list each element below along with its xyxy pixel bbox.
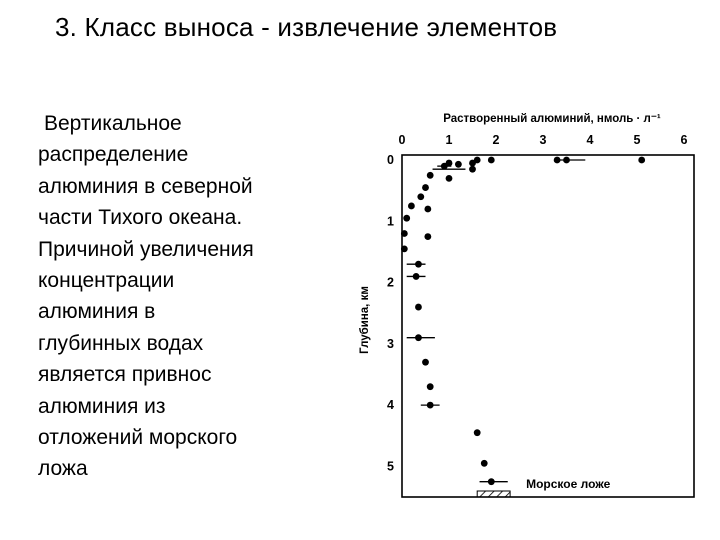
x-tick-label: 3 — [540, 133, 547, 147]
body-line: распределение — [38, 143, 189, 167]
x-axis-label: Растворенный алюминий, нмоль · л⁻¹ — [443, 113, 661, 125]
slide-body-text: Вертикальное распределение алюминия в се… — [38, 108, 348, 485]
data-point — [480, 459, 488, 467]
x-tick-label: 1 — [446, 133, 453, 147]
data-point — [469, 159, 476, 167]
data-point — [424, 233, 432, 240]
data-point — [422, 184, 429, 191]
data-point — [469, 165, 476, 173]
data-point — [415, 334, 422, 342]
y-axis-label: Глубина, км — [359, 286, 371, 354]
data-point — [415, 260, 422, 268]
y-tick-label: 4 — [387, 398, 394, 412]
data-point — [400, 230, 408, 237]
seafloor-label: Морское ложе — [526, 477, 611, 491]
data-point — [487, 478, 495, 486]
data-point — [455, 160, 462, 168]
x-tick-label: 0 — [399, 133, 406, 147]
y-tick-label: 3 — [387, 337, 394, 351]
data-point — [440, 162, 448, 170]
body-line: Вертикальное — [44, 112, 182, 135]
x-tick-label: 2 — [493, 133, 500, 147]
seafloor-hatch — [476, 490, 511, 498]
body-line: ложа — [38, 457, 88, 481]
body-line: концентрации — [38, 269, 175, 293]
data-point — [426, 171, 434, 179]
data-point — [445, 174, 453, 182]
aluminium-depth-chart: Растворенный алюминий, нмоль · л⁻¹ 0 1 2 3 4… — [359, 113, 695, 498]
body-line: части Тихого океана. — [38, 206, 243, 230]
data-point — [403, 214, 411, 222]
x-tick-label: 5 — [634, 133, 641, 147]
data-point — [400, 245, 408, 253]
plot-frame — [401, 154, 695, 498]
body-line: является привнос — [38, 363, 212, 387]
data-point — [553, 156, 561, 164]
data-point — [426, 401, 434, 409]
y-tick-label: 0 — [387, 153, 394, 167]
data-point — [412, 273, 420, 280]
data-point — [638, 156, 646, 164]
data-point — [424, 205, 432, 213]
data-point — [563, 156, 570, 164]
body-line: глубинных водах — [38, 331, 204, 355]
y-tick-label: 2 — [387, 276, 394, 290]
body-line: отложений морского — [38, 426, 238, 450]
data-point — [487, 156, 495, 164]
data-point — [417, 193, 425, 201]
x-tick-label: 6 — [681, 133, 688, 147]
body-line: алюминия из — [38, 394, 166, 418]
slide-title: 3. Класс выноса - извлечение элементов — [55, 12, 558, 42]
data-point — [426, 383, 434, 391]
data-point — [422, 358, 429, 366]
x-tick-label: 4 — [587, 133, 594, 147]
y-tick-label: 5 — [387, 459, 394, 473]
data-point — [415, 303, 422, 311]
body-line: алюминия в — [38, 300, 156, 324]
y-tick-label: 1 — [387, 214, 394, 228]
body-line: алюминия в северной — [38, 174, 253, 198]
body-line: Причиной увеличения — [38, 237, 254, 261]
data-point — [473, 429, 481, 437]
data-point — [408, 202, 415, 210]
